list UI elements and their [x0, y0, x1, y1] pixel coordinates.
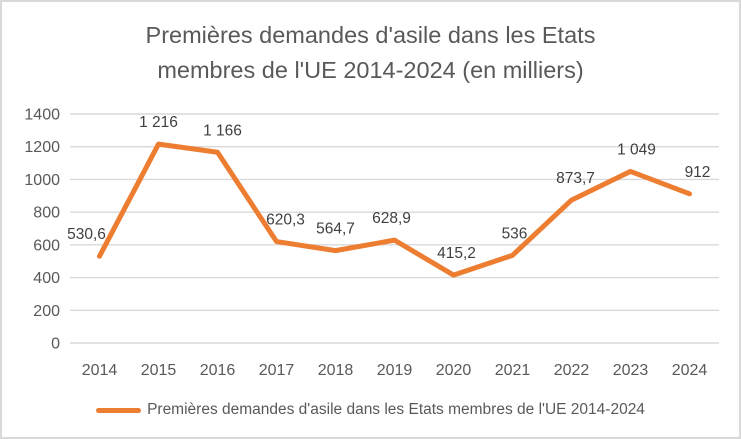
data-point-label: 1 216	[139, 114, 178, 131]
x-axis-tick-label: 2015	[141, 362, 177, 379]
data-point-label: 530,6	[67, 226, 106, 243]
x-axis-tick-label: 2016	[200, 362, 236, 379]
x-axis-tick-label: 2017	[259, 362, 295, 379]
chart-title-line-1: Premières demandes d'asile dans les Etat…	[145, 22, 596, 48]
x-axis-tick-label: 2023	[613, 362, 649, 379]
data-point-label: 536	[502, 225, 528, 242]
data-series-line	[97, 141, 692, 278]
chart-title-line-2: membres de l'UE 2014-2024 (en milliers)	[157, 57, 584, 83]
y-axis-tick-label: 800	[33, 205, 60, 222]
y-axis-tick-label: 0	[51, 336, 60, 353]
data-point-label: 912	[685, 164, 711, 181]
data-point-label: 620,3	[266, 212, 305, 229]
data-point-label: 628,9	[372, 210, 411, 227]
x-axis-tick-label: 2020	[436, 362, 472, 379]
data-point-label: 415,2	[437, 245, 476, 262]
y-axis-tick-label: 600	[33, 237, 60, 254]
data-point-label: 873,7	[556, 170, 595, 187]
x-axis-tick-label: 2014	[82, 362, 118, 379]
legend-label: Premières demandes d'asile dans les Etat…	[147, 401, 645, 418]
x-axis-tick-label: 2021	[495, 362, 531, 379]
legend-line-swatch-icon	[96, 407, 142, 413]
data-point-label: 1 166	[203, 122, 242, 139]
x-axis-tick-label: 2024	[672, 362, 708, 379]
legend: Premières demandes d'asile dans les Etat…	[2, 400, 739, 420]
x-axis-tick-label: 2022	[554, 362, 590, 379]
y-axis-tick-label: 400	[33, 270, 60, 287]
data-point-label: 564,7	[316, 221, 355, 238]
y-axis-tick-label: 200	[33, 303, 60, 320]
chart-title: Premières demandes d'asile dans les Etat…	[2, 18, 739, 88]
data-point-label: 1 049	[617, 141, 656, 158]
x-axis-tick-label: 2019	[377, 362, 413, 379]
y-axis-tick-label: 1000	[24, 172, 60, 189]
x-axis-tick-label: 2018	[318, 362, 354, 379]
y-axis-tick-label: 1400	[24, 107, 60, 124]
y-axis-tick-label: 1200	[24, 139, 60, 156]
